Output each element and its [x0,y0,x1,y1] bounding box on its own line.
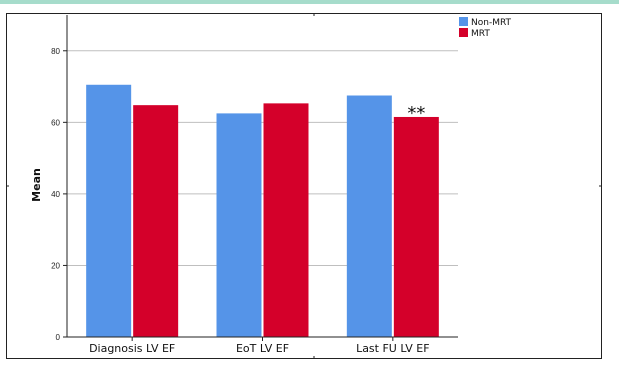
legend-label-mrt: MRT [471,29,490,39]
bar-non-mrt-0 [86,84,132,338]
grid-lines [67,50,458,266]
x-tick-label-0: Diagnosis LV EF [89,342,175,355]
x-tick-label-1: EoT LV EF [236,342,289,355]
bar-mrt-2 [393,116,439,337]
bars [86,84,439,338]
annotations: ** [407,103,425,124]
bar-non-mrt-1 [216,113,262,337]
bar-mrt-0 [133,105,179,337]
legend-swatch-mrt [459,28,468,37]
legend-label-non-mrt: Non-MRT [471,18,512,28]
y-tick-label-4: 80 [51,47,60,56]
y-tick-label-3: 60 [51,118,60,127]
top-accent-strip [0,0,619,4]
y-axis-label: Mean [30,168,43,202]
bar-mrt-1 [263,103,309,337]
y-tick-label-2: 40 [51,190,60,199]
bar-non-mrt-2 [346,95,392,337]
x-tick-labels: Diagnosis LV EF EoT LV EF Last FU LV EF [89,337,430,355]
significance-annotation-0: ** [407,103,425,124]
x-tick-label-2: Last FU LV EF [356,342,430,355]
y-tick-label-0: 0 [56,333,61,342]
y-tick-labels: 0 20 40 60 80 [51,47,67,342]
y-tick-label-1: 20 [51,261,60,270]
legend-swatch-non-mrt [459,17,468,26]
